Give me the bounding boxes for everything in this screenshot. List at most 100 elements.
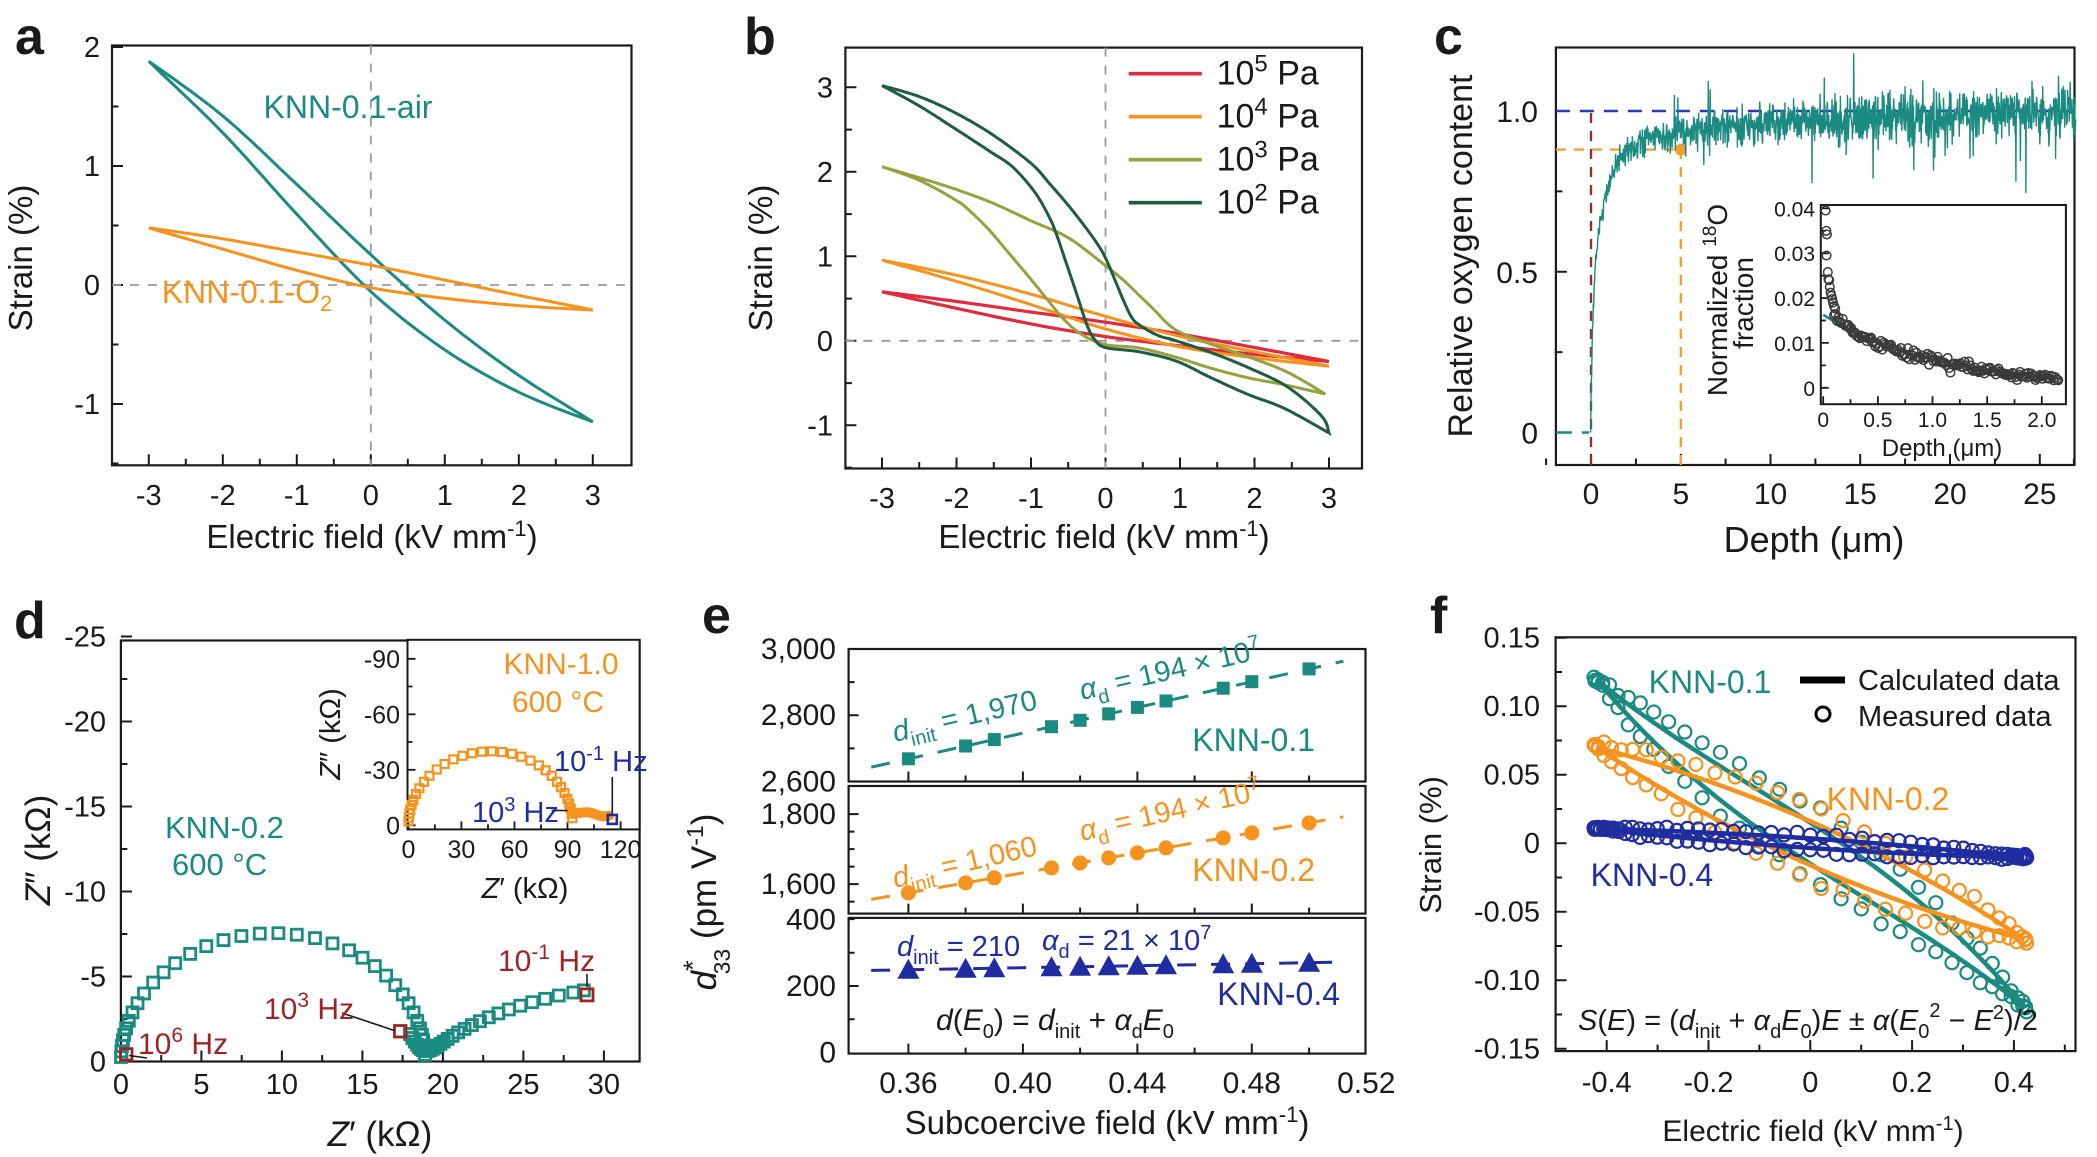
svg-text:0.2: 0.2: [1892, 1067, 1932, 1099]
svg-text:5: 5: [1672, 478, 1689, 511]
svg-text:Z″ (kΩ): Z″ (kΩ): [19, 795, 58, 906]
svg-text:KNN-0.1: KNN-0.1: [1649, 664, 1772, 700]
svg-text:106 Hz: 106 Hz: [138, 1024, 228, 1061]
svg-text:-0.05: -0.05: [1474, 897, 1540, 929]
svg-text:KNN-0.1: KNN-0.1: [1192, 722, 1315, 758]
svg-text:103 Hz: 103 Hz: [472, 794, 559, 829]
svg-text:KNN-1.0: KNN-1.0: [503, 648, 618, 681]
svg-text:0: 0: [1521, 418, 1538, 451]
svg-text:0: 0: [363, 480, 379, 512]
svg-text:-1: -1: [1018, 483, 1044, 515]
svg-text:-90: -90: [364, 646, 400, 674]
svg-text:0: 0: [1583, 478, 1600, 511]
svg-text:KNN-0.2: KNN-0.2: [1827, 781, 1950, 817]
svg-text:-25: -25: [64, 622, 106, 654]
svg-text:-3: -3: [869, 483, 895, 515]
svg-text:0: 0: [1524, 828, 1540, 860]
svg-text:25: 25: [507, 1069, 539, 1101]
svg-text:1.0: 1.0: [1496, 96, 1538, 129]
svg-text:0.52: 0.52: [1337, 1067, 1395, 1100]
svg-text:0: 0: [84, 270, 100, 302]
svg-text:1: 1: [1172, 483, 1188, 515]
svg-text:S(E) = (dinit + αdE0)E ± α(E02: S(E) = (dinit + αdE0)E ± α(E02 − E2)/2: [1578, 1000, 2038, 1043]
svg-text:0.02: 0.02: [1774, 288, 1815, 311]
svg-text:-1: -1: [74, 389, 100, 421]
svg-text:20: 20: [427, 1069, 459, 1101]
svg-text:0: 0: [113, 1069, 129, 1101]
svg-text:600 °C: 600 °C: [172, 847, 267, 882]
svg-text:200: 200: [786, 970, 836, 1003]
svg-text:0: 0: [819, 1037, 836, 1070]
svg-text:3,000: 3,000: [761, 633, 836, 666]
svg-text:15: 15: [346, 1069, 378, 1101]
svg-text:1.5: 1.5: [1973, 409, 2002, 432]
svg-text:Strain (%): Strain (%): [2, 185, 39, 332]
svg-text:Depth (μm): Depth (μm): [1724, 519, 1905, 560]
svg-text:1: 1: [84, 151, 100, 183]
svg-text:600 °C: 600 °C: [512, 686, 604, 719]
svg-text:Electric field (kV mm-1): Electric field (kV mm-1): [206, 516, 537, 555]
svg-text:0.5: 0.5: [1863, 409, 1892, 432]
svg-text:30: 30: [588, 1069, 620, 1101]
svg-text:-0.2: -0.2: [1684, 1067, 1734, 1099]
svg-text:KNN-0.4: KNN-0.4: [1217, 976, 1340, 1012]
svg-text:5: 5: [193, 1069, 209, 1101]
svg-text:104 Pa: 104 Pa: [1217, 94, 1319, 136]
svg-text:-2: -2: [210, 480, 236, 512]
svg-text:Z′ (kΩ): Z′ (kΩ): [327, 1115, 433, 1154]
svg-text:Electric field (kV mm-1): Electric field (kV mm-1): [938, 516, 1269, 555]
svg-text:2.0: 2.0: [2027, 409, 2056, 432]
svg-text:60: 60: [501, 836, 529, 864]
svg-text:1,800: 1,800: [761, 798, 836, 831]
svg-text:Measured data: Measured data: [1858, 701, 2052, 733]
svg-text:2,800: 2,800: [761, 699, 836, 732]
svg-text:fraction: fraction: [1728, 257, 1759, 349]
svg-text:30: 30: [447, 836, 475, 864]
svg-text:103 Pa: 103 Pa: [1217, 137, 1319, 179]
svg-text:KNN-0.4: KNN-0.4: [1591, 857, 1714, 893]
svg-text:e: e: [702, 587, 731, 645]
svg-text:20: 20: [1933, 478, 1966, 511]
svg-text:10: 10: [266, 1069, 298, 1101]
svg-text:-10: -10: [64, 877, 106, 909]
svg-text:0.15: 0.15: [1484, 623, 1540, 655]
svg-text:0.48: 0.48: [1223, 1067, 1281, 1100]
svg-text:0.4: 0.4: [1994, 1067, 2034, 1099]
svg-text:αd = 21 × 107: αd = 21 × 107: [1042, 922, 1211, 963]
svg-text:Relative oxygen content: Relative oxygen content: [1442, 74, 1480, 437]
svg-text:-30: -30: [364, 757, 400, 785]
svg-text:1,600: 1,600: [761, 868, 836, 901]
svg-text:103 Hz: 103 Hz: [264, 989, 354, 1026]
svg-text:d*33 (pm V-1): d*33 (pm V-1): [678, 814, 735, 991]
svg-text:105 Pa: 105 Pa: [1217, 51, 1319, 93]
svg-text:120: 120: [600, 836, 642, 864]
svg-text:-15: -15: [64, 792, 106, 824]
svg-text:1: 1: [817, 241, 833, 273]
svg-text:-1: -1: [807, 410, 833, 442]
svg-text:0.36: 0.36: [879, 1067, 937, 1100]
svg-text:Calculated data: Calculated data: [1858, 665, 2060, 697]
svg-text:Strain (%): Strain (%): [742, 185, 779, 332]
svg-text:KNN-0.2: KNN-0.2: [1192, 852, 1315, 888]
svg-text:0: 0: [1803, 378, 1815, 401]
svg-text:Z′ (kΩ): Z′ (kΩ): [481, 873, 569, 905]
svg-text:1.0: 1.0: [1918, 409, 1947, 432]
svg-text:-1: -1: [284, 480, 310, 512]
svg-text:0: 0: [1802, 1067, 1818, 1099]
svg-text:KNN-0.1-air: KNN-0.1-air: [264, 89, 433, 125]
svg-text:dinit = 210: dinit = 210: [897, 931, 1020, 969]
svg-text:-2: -2: [944, 483, 970, 515]
svg-text:0.05: 0.05: [1484, 760, 1540, 792]
svg-text:-60: -60: [364, 701, 400, 729]
svg-text:10-1 Hz: 10-1 Hz: [554, 743, 648, 778]
svg-text:0.10: 0.10: [1484, 691, 1540, 723]
svg-text:-5: -5: [80, 962, 106, 994]
svg-text:Depth (μm): Depth (μm): [1882, 435, 2003, 462]
svg-text:0: 0: [90, 1047, 106, 1079]
svg-text:3: 3: [817, 72, 833, 104]
svg-text:102 Pa: 102 Pa: [1217, 180, 1319, 222]
svg-text:3: 3: [585, 480, 601, 512]
svg-text:2: 2: [1246, 483, 1262, 515]
svg-text:0.5: 0.5: [1496, 257, 1538, 290]
svg-text:0.44: 0.44: [1108, 1067, 1166, 1100]
